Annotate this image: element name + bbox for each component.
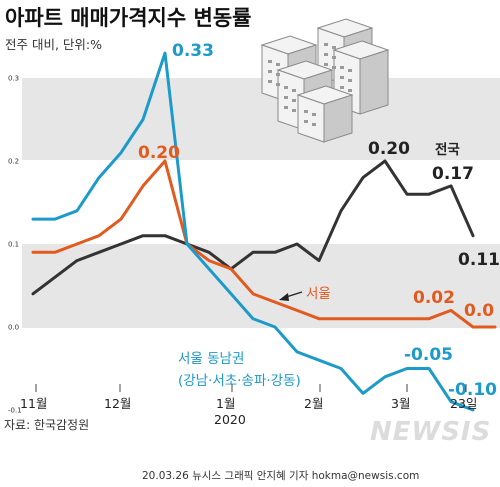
chart-subtitle: 전주 대비, 단위:% bbox=[5, 37, 102, 52]
y-tick-label: 0.3 bbox=[8, 75, 19, 83]
label-seoul-mar: 0.02 bbox=[413, 288, 455, 308]
label-national-peak: 0.20 bbox=[368, 139, 410, 159]
seoul-pointer-arrow-icon bbox=[279, 291, 303, 301]
series-gangnam-line bbox=[31, 51, 475, 412]
label-seoul-latest: 0.0 bbox=[464, 301, 494, 321]
source-label: 자료: 한국감정원 bbox=[4, 418, 89, 432]
apartment-buildings-icon bbox=[260, 18, 390, 143]
series-national-line bbox=[31, 159, 475, 296]
x-tick-label: 12월 bbox=[104, 396, 131, 411]
y-tick-label: 0.2 bbox=[8, 158, 19, 166]
credit-line: 20.03.26 뉴시스 그래픽 안지혜 기자 hokma@newsis.com bbox=[142, 470, 419, 482]
band-0.0-0.1 bbox=[22, 244, 500, 328]
x-tick-label: 11월 bbox=[20, 396, 47, 411]
y-tick-label: 0.1 bbox=[8, 241, 19, 249]
label-seoul-peak: 0.20 bbox=[138, 143, 180, 163]
x-tick-label: 2월 bbox=[304, 396, 323, 411]
y-tick-label: -0.1 bbox=[8, 407, 22, 415]
y-tick-label: 0.0 bbox=[8, 324, 19, 332]
series-layer bbox=[31, 51, 497, 412]
x-year-label: 2020 bbox=[214, 412, 246, 427]
label-gangnam-peak: 0.33 bbox=[172, 41, 214, 61]
series-name-national: 전국 bbox=[435, 141, 460, 158]
newsis-watermark: NEWSIS bbox=[370, 417, 491, 447]
series-name-seoul: 서울 bbox=[306, 286, 331, 302]
x-tick-label: 3월 bbox=[391, 396, 410, 411]
x-tick-label: 1월 bbox=[216, 396, 235, 411]
label-national-latest: 0.11 bbox=[458, 250, 500, 270]
series-seoul-line bbox=[31, 159, 497, 329]
y-axis: 0.3 0.2 0.1 0.0 -0.1 bbox=[8, 75, 22, 415]
band-0.2-0.3 bbox=[22, 78, 500, 160]
series-sublabel-gangnam: (강남·서초·송파·강동) bbox=[178, 373, 301, 389]
chart-title: 아파트 매매가격지수 변동률 bbox=[5, 6, 251, 30]
x-axis: 11월 12월 1월 2월 3월 23일 bbox=[20, 384, 477, 411]
label-gangnam-mar: -0.05 bbox=[404, 345, 453, 365]
series-name-gangnam: 서울 동남권 bbox=[178, 351, 244, 367]
x-tick-label: 23일 bbox=[450, 396, 477, 411]
label-national-mar: 0.17 bbox=[432, 164, 474, 184]
label-gangnam-latest: -0.10 bbox=[448, 380, 497, 400]
